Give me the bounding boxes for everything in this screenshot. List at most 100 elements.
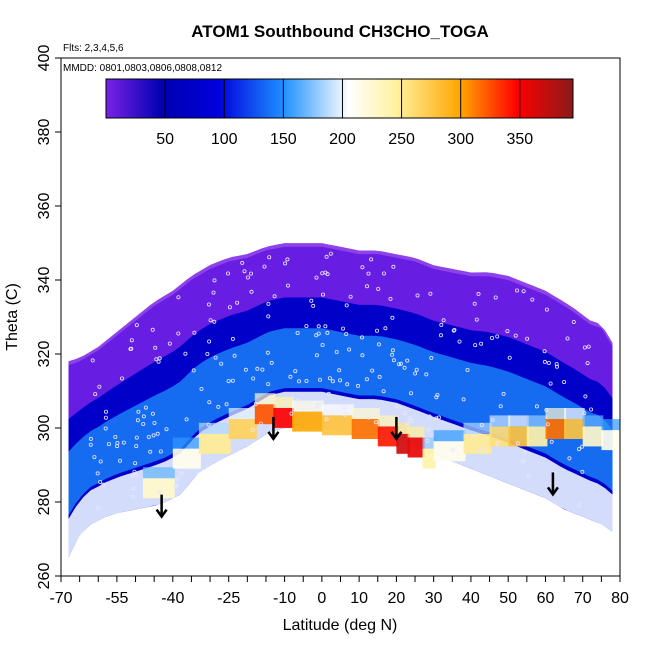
sample-point xyxy=(96,506,101,511)
colorbar-tick-label: 50 xyxy=(156,131,174,148)
mid-blue-region xyxy=(68,328,613,516)
sample-point xyxy=(498,404,503,409)
sample-point xyxy=(438,333,443,338)
sample-point xyxy=(103,415,108,420)
sample-point xyxy=(284,401,289,406)
sample-point xyxy=(216,404,221,409)
sample-point xyxy=(148,449,153,454)
sample-point xyxy=(296,398,301,403)
sample-point xyxy=(424,372,429,377)
sample-point xyxy=(157,356,162,361)
sample-point xyxy=(391,358,396,363)
sample-point xyxy=(409,419,414,424)
band-cell xyxy=(463,433,492,454)
sample-point xyxy=(176,295,181,300)
sample-point xyxy=(427,414,432,419)
x-tick-label: -25 xyxy=(217,590,240,607)
x-tick-label: 20 xyxy=(388,590,406,607)
sample-point xyxy=(373,420,378,425)
sample-point xyxy=(493,295,498,300)
band-cell-upper xyxy=(489,415,511,427)
band-cell xyxy=(564,419,585,439)
arrow-head xyxy=(390,431,403,442)
sample-point xyxy=(158,449,163,454)
sample-point xyxy=(141,414,146,419)
sample-point xyxy=(340,326,345,331)
sample-point xyxy=(355,383,360,388)
sample-point xyxy=(534,404,539,409)
sample-point xyxy=(134,444,139,449)
band-cell xyxy=(601,430,620,451)
band-cell xyxy=(351,419,380,439)
sample-point xyxy=(212,319,217,324)
sample-point xyxy=(251,376,256,381)
sample-point xyxy=(479,422,484,427)
sample-point xyxy=(359,335,364,340)
band-cell xyxy=(292,411,324,432)
sample-point xyxy=(391,264,396,269)
x-axis-label: Latitude (deg N) xyxy=(283,617,398,634)
sample-point xyxy=(113,434,118,439)
sample-point xyxy=(314,333,319,338)
x-tick-label: 10 xyxy=(350,590,368,607)
sample-point xyxy=(248,271,253,276)
sample-point xyxy=(490,417,495,422)
y-tick-label: 260 xyxy=(36,563,53,590)
sample-point xyxy=(266,382,271,387)
sample-point xyxy=(245,275,250,280)
sample-point xyxy=(344,303,349,308)
band-cell-upper xyxy=(433,430,466,442)
x-tick-label: 40 xyxy=(462,590,480,607)
sample-point xyxy=(472,301,477,306)
sample-point xyxy=(103,426,108,431)
sample-point xyxy=(243,367,248,372)
sample-point xyxy=(495,441,500,446)
sample-point xyxy=(507,355,512,360)
sample-point xyxy=(360,265,365,270)
sample-point xyxy=(342,412,347,417)
sample-point xyxy=(151,433,156,438)
sample-point xyxy=(428,291,433,296)
y-axis: 260 280 300 320 340 360 380 400 xyxy=(36,45,61,590)
sample-point xyxy=(232,353,237,358)
sample-point xyxy=(370,368,375,373)
y-tick-label: 400 xyxy=(36,45,53,72)
sample-point xyxy=(206,302,211,307)
sample-point xyxy=(381,389,386,394)
sample-point xyxy=(344,331,349,336)
sample-point xyxy=(589,407,594,412)
sample-point xyxy=(136,409,141,414)
sample-point xyxy=(115,444,120,449)
sample-point xyxy=(167,341,172,346)
sample-point xyxy=(328,251,333,256)
sample-point xyxy=(285,257,290,262)
band-cell-upper xyxy=(198,422,231,434)
sample-point xyxy=(476,291,481,296)
high-value-band xyxy=(143,393,620,499)
chart-title: ATOM1 Southbound CH3CHO_TOGA xyxy=(191,22,489,41)
x-tick-label: 0 xyxy=(317,590,326,607)
sample-point xyxy=(451,328,456,333)
sample-point xyxy=(266,314,271,319)
sample-point xyxy=(226,379,231,384)
sample-point xyxy=(554,362,559,367)
sample-point xyxy=(325,272,330,277)
sample-point xyxy=(549,439,554,444)
sample-point xyxy=(157,489,162,494)
band-cell-upper xyxy=(254,393,276,405)
sample-point xyxy=(323,324,328,329)
sample-point xyxy=(266,301,271,306)
sample-point xyxy=(207,339,212,344)
sample-point xyxy=(571,319,576,324)
sample-point xyxy=(320,271,325,276)
sample-point xyxy=(341,405,346,410)
sample-point xyxy=(320,292,325,297)
y-tick-label: 320 xyxy=(36,341,53,368)
sample-point xyxy=(521,459,526,464)
sample-point xyxy=(304,378,309,383)
sample-point xyxy=(388,296,393,301)
sample-point xyxy=(235,300,240,305)
sample-point xyxy=(315,402,320,407)
sample-point xyxy=(452,327,457,332)
sample-point xyxy=(377,374,382,379)
